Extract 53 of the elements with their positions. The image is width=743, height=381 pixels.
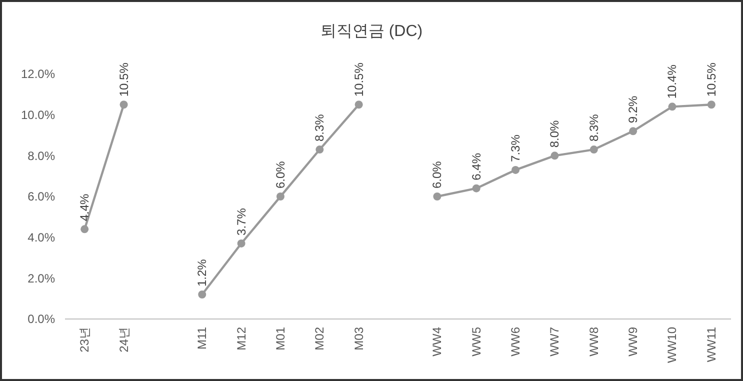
x-tick-label: WW10 <box>665 326 680 363</box>
point <box>237 239 246 248</box>
x-tick-label: M11 <box>195 326 210 350</box>
data-label: 10.5% <box>352 62 366 97</box>
point <box>550 152 559 160</box>
point <box>276 192 284 200</box>
data-label: 8.3% <box>312 114 327 142</box>
x-tick-label: M12 <box>234 326 248 350</box>
data-label: 8.3% <box>586 114 601 142</box>
y-tick-label: 6.0% <box>28 190 56 204</box>
x-tick-label: WW6 <box>508 326 523 356</box>
data-label: 1.2% <box>195 258 210 286</box>
data-label: 6.4% <box>469 152 484 180</box>
point <box>120 100 128 109</box>
y-tick-label: 0.0% <box>28 312 56 326</box>
point <box>512 166 520 174</box>
x-tick-label: WW8 <box>586 326 601 356</box>
data-label: 7.3% <box>508 134 523 162</box>
x-tick-label: 24년 <box>116 327 131 352</box>
data-label: 10.5% <box>704 62 718 97</box>
point <box>80 225 89 234</box>
chart-title: 퇴직연금 (DC) <box>320 23 423 40</box>
data-label: 8.0% <box>548 120 562 148</box>
data-label: 6.0% <box>430 160 444 188</box>
x-tick-label: WW7 <box>548 326 562 356</box>
point <box>316 146 324 154</box>
x-tick-label: M03 <box>352 326 366 350</box>
y-tick-label: 4.0% <box>28 230 56 245</box>
point <box>354 100 363 109</box>
point <box>590 146 598 154</box>
point <box>198 290 206 298</box>
data-label: 10.5% <box>116 62 131 97</box>
data-label: 3.7% <box>234 208 248 236</box>
x-tick-label: 23년 <box>78 327 92 352</box>
data-label: 9.2% <box>626 95 640 124</box>
y-tick-label: 12.0% <box>20 67 56 82</box>
point <box>668 102 676 111</box>
x-tick-label: WW5 <box>469 326 484 356</box>
y-tick-label: 10.0% <box>20 108 56 122</box>
data-label: 4.4% <box>78 193 92 222</box>
data-label: 6.0% <box>273 160 288 188</box>
data-label: 10.4% <box>665 64 680 99</box>
x-tick-label: WW9 <box>626 326 640 356</box>
x-tick-label: M01 <box>273 326 288 350</box>
x-tick-label: WW11 <box>704 326 718 362</box>
point <box>629 127 638 136</box>
y-tick-label: 8.0% <box>28 148 56 163</box>
x-tick-label: WW4 <box>430 326 444 356</box>
point <box>707 100 716 109</box>
x-tick-label: M02 <box>312 326 327 350</box>
y-tick-label: 2.0% <box>28 271 56 286</box>
point <box>472 184 480 192</box>
point <box>433 192 442 200</box>
